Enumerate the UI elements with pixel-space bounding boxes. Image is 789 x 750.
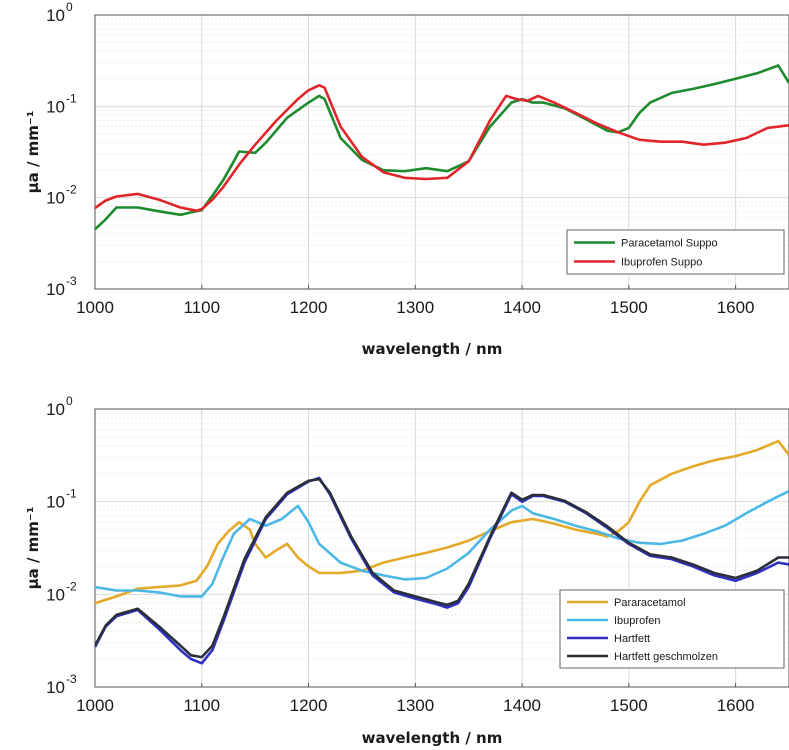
legend-label: Hartfett [614, 633, 650, 645]
x-tick-label: 1200 [290, 696, 328, 715]
axes-frame [94, 14, 789, 290]
y-tick-label: 10 [46, 189, 65, 208]
legend: Paracetamol Suppo Ibuprofen Suppo [566, 229, 785, 275]
series-line-4 [95, 477, 789, 659]
y-tick-label: 10 [46, 400, 65, 419]
y-tick-exponent: -2 [66, 579, 77, 593]
x-tick-label: 1000 [76, 696, 114, 715]
y-tick-label: 10 [46, 493, 65, 512]
series-line-1 [95, 439, 789, 605]
legend-label: Ibuprofen [614, 615, 660, 627]
y-tick-label: 10 [46, 678, 65, 697]
x-axis-label: wavelength / nm [362, 729, 503, 747]
y-tick-exponent: 0 [66, 0, 73, 14]
x-tick-label: 1400 [503, 696, 541, 715]
series-line-2 [95, 489, 789, 598]
y-tick-exponent: 0 [66, 394, 73, 408]
y-tick-exponent: -2 [66, 183, 77, 197]
x-tick-label: 1000 [76, 298, 114, 317]
legend-box [566, 229, 785, 275]
legend-label: Hartfett geschmolzen [614, 651, 718, 663]
x-tick-label: 1600 [717, 298, 755, 317]
x-tick-label: 1500 [610, 298, 648, 317]
y-tick-label: 10 [46, 6, 65, 25]
axes-frame [94, 408, 789, 688]
y-tick-exponent: -3 [66, 274, 77, 288]
series-line-2 [95, 84, 789, 212]
y-axis-label: µa / mm⁻¹ [24, 507, 42, 590]
y-tick-label: 10 [46, 280, 65, 299]
x-axis-label: wavelength / nm [362, 340, 503, 358]
y-tick-label: 10 [46, 585, 65, 604]
legend: Pararacetamol Ibuprofen Hartfett Hartfett g… [559, 589, 785, 669]
y-tick-label: 10 [46, 97, 65, 116]
y-tick-exponent: -3 [66, 672, 77, 686]
x-tick-label: 1600 [717, 696, 755, 715]
x-tick-label: 1400 [503, 298, 541, 317]
x-tick-label: 1500 [610, 696, 648, 715]
x-tick-label: 1300 [396, 298, 434, 317]
legend-label: Paracetamol Suppo [621, 238, 718, 250]
legend-label: Ibuprofen Suppo [621, 257, 702, 269]
x-tick-label: 1100 [183, 298, 220, 317]
legend-label: Pararacetamol [614, 597, 686, 609]
y-tick-exponent: -1 [66, 487, 77, 501]
series-line-3 [95, 476, 789, 665]
y-tick-exponent: -1 [66, 91, 77, 105]
x-tick-label: 1200 [290, 298, 328, 317]
y-axis-label: µa / mm⁻¹ [24, 111, 42, 194]
x-tick-label: 1300 [396, 696, 434, 715]
x-tick-label: 1100 [183, 696, 220, 715]
